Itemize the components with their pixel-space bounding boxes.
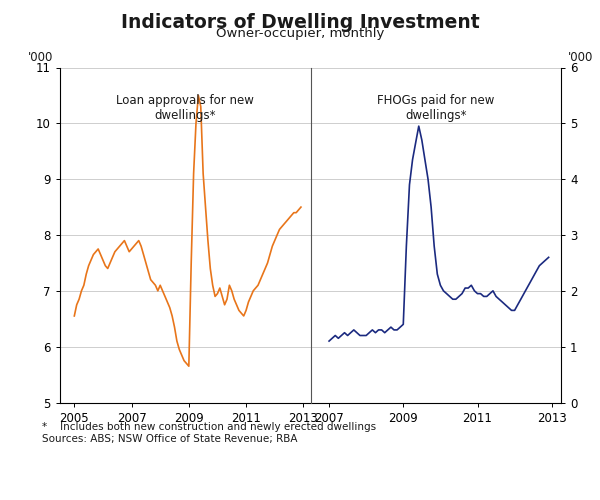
Text: FHOGs paid for new
dwellings*: FHOGs paid for new dwellings* <box>377 94 494 122</box>
Text: Loan approvals for new
dwellings*: Loan approvals for new dwellings* <box>116 94 254 122</box>
Text: '000: '000 <box>28 51 53 64</box>
Text: *    Includes both new construction and newly erected dwellings
Sources: ABS; NS: * Includes both new construction and new… <box>42 422 376 444</box>
Text: Owner-occupier, monthly: Owner-occupier, monthly <box>216 28 384 40</box>
Text: '000: '000 <box>568 51 593 64</box>
Text: Indicators of Dwelling Investment: Indicators of Dwelling Investment <box>121 12 479 32</box>
